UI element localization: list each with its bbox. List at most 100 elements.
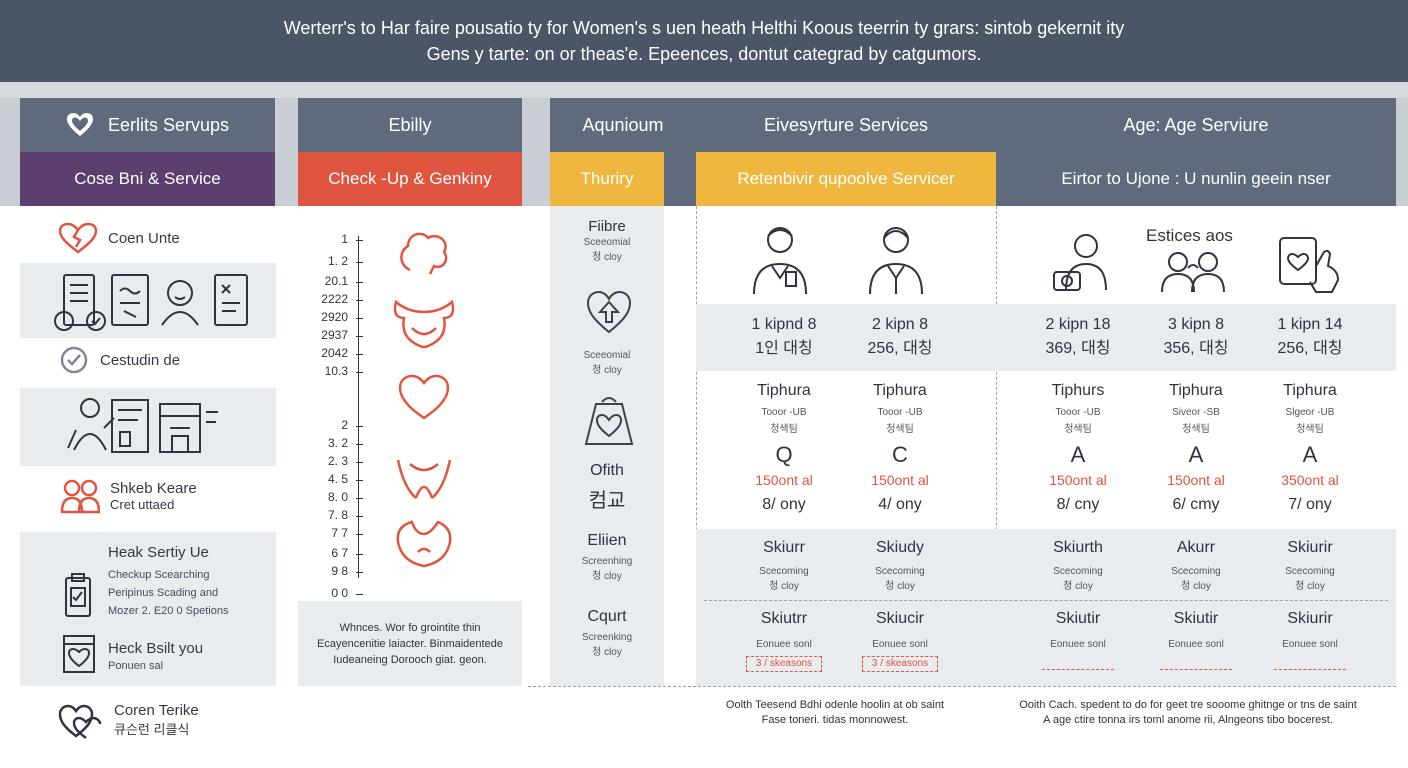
sidebar-item-1[interactable]: Coen Unte <box>58 222 180 254</box>
codes-row-bg <box>696 304 1396 371</box>
col4-subheader: Retenbivir qupoolve Servicer <box>696 152 996 206</box>
col3-panel: Fiibre Sceeomial 청 cloy Sceeomial 청 cloy… <box>550 206 664 686</box>
col2-note-line-1: Whnces. Wor fo grointite thin <box>339 621 481 634</box>
tier-sub-b: 청색팀 <box>770 424 798 435</box>
check-circle-icon <box>60 346 88 374</box>
scale-value: 9 8 <box>331 564 348 578</box>
tier-price: 150ont al <box>871 472 929 488</box>
col5-icon-label: Estices aos <box>1146 226 1233 245</box>
scale-tick <box>356 498 363 499</box>
sidebar-item-3-sub: Cret uttaed <box>110 497 175 512</box>
screen2-badge[interactable]: 3 / skeasons <box>746 656 822 672</box>
scale-tick <box>356 594 363 595</box>
code-line-1: 1 kipn 14 <box>1277 316 1343 333</box>
tablet-hand-icon <box>1276 236 1342 294</box>
screen1-sub1: Scecoming <box>1171 566 1221 577</box>
col2-note-line-2: Ecayencenitie laiacter. Binmaidentede <box>317 637 503 650</box>
col4-title: Eivesyrture Services <box>763 114 929 135</box>
header-line-2: Gens y tarte: on or theas'e. Epeences, d… <box>426 44 982 64</box>
sidebar-item-3-title: Shkeb Keare <box>110 480 197 497</box>
tier-sub-a: Tooor -UB <box>877 407 923 418</box>
scale-value: 2 <box>341 418 348 432</box>
tier-name: Tiphura <box>1169 382 1223 399</box>
col2-header[interactable]: Ebilly <box>298 98 522 152</box>
block4-line-3: Mozer 2. E20 0 Spetions <box>108 605 229 617</box>
col3-item-2: Sceeomial 청 cloy <box>550 348 664 378</box>
block5-sub: Ponuen sal <box>108 660 164 672</box>
tier-per: 8/ ony <box>762 496 806 513</box>
col2-subtitle: Check -Up & Genkiny <box>328 169 492 188</box>
screen-rows-bg <box>696 529 1396 686</box>
scale-values: 1 1. 2 20.1 2222 2920 2937 2042 10.3 2 3. 2 2. 3 4.… <box>300 230 370 600</box>
scale-value: 2937 <box>321 328 348 342</box>
heart-icon <box>66 112 94 138</box>
screen2-sub1: Eonuee sonl <box>872 639 928 650</box>
footnote-right: Ooith Cach. spedent to do for geet tre s… <box>992 698 1384 728</box>
tier-name: Tiphura <box>757 382 811 399</box>
screen1-sub2: 청 cloy <box>1063 581 1093 592</box>
screen2-badge[interactable]: 3 / skeasons <box>862 656 938 672</box>
tier-per: 8/ cny <box>1056 496 1100 513</box>
uterus-icon <box>393 299 455 349</box>
footnote-right-1: Ooith Cach. spedent to do for geet tre s… <box>1019 699 1357 711</box>
col5-left-border <box>996 206 997 686</box>
heart-organ-icon <box>398 374 450 420</box>
sidebar-panel-1 <box>20 263 276 338</box>
sidebar-item-2[interactable]: Cestudin de <box>60 346 180 374</box>
footnote-left-1: Oolth Teesend Bdhi odenle hoolin at ob s… <box>725 699 945 711</box>
col3-item-1-sub2: 청 cloy <box>592 252 622 263</box>
code-line-1: 2 kipn 8 <box>871 316 929 333</box>
sidebar-panel-2 <box>20 388 276 466</box>
col3-item-5-title: Cqurt <box>587 608 627 625</box>
col1-header[interactable]: Eerlits Servups <box>20 98 275 152</box>
scale-axis <box>358 236 359 578</box>
col3-item-3-big: 컴교 <box>588 490 626 512</box>
tier-name: Tiphura <box>873 382 927 399</box>
col5-subheader: Eirtor to Ujone : U nunlin geein nser <box>996 152 1396 206</box>
tier-price: 150ont al <box>1167 472 1225 488</box>
tier-sub-b: 청색팀 <box>1064 424 1092 435</box>
col4-header[interactable]: Eivesyrture Services <box>696 98 996 152</box>
sidebar-item-2-label: Cestudin de <box>100 351 181 369</box>
sidebar-item-3[interactable]: Shkeb Keare Cret uttaed <box>60 478 197 514</box>
col3-item-1-title: Fiibre <box>588 218 626 235</box>
broken-heart-icon <box>58 222 98 254</box>
stomach-icon <box>396 520 452 568</box>
tier-sub-a: Tooor -UB <box>1055 407 1101 418</box>
people-icon <box>60 478 100 514</box>
tier-sub-b: 청색팀 <box>1182 424 1210 435</box>
tier-sub-a: Slgeor -UB <box>1285 407 1335 418</box>
sidebar-footer-title: Coren Terike <box>114 702 199 719</box>
col5-header[interactable]: Age: Age Serviure <box>996 98 1396 152</box>
col5-title: Age: Age Serviure <box>1123 114 1269 135</box>
tier-name: Tiphurs <box>1051 382 1105 399</box>
scale-value: 6 7 <box>331 546 348 560</box>
scale-value: 2920 <box>321 310 348 324</box>
scale-tick <box>356 444 363 445</box>
scale-tick <box>356 426 363 427</box>
tier-per: 6/ cmy <box>1172 496 1220 513</box>
scale-tick <box>356 262 363 263</box>
scale-value: 0 0 <box>331 586 348 600</box>
screen1-sub2: 청 cloy <box>885 581 915 592</box>
hearts-ribbon-icon <box>58 700 104 740</box>
scale-tick <box>356 240 363 241</box>
tier-grade: Q <box>775 442 793 467</box>
scale-tick <box>356 354 363 355</box>
weight-heart-icon <box>584 392 634 446</box>
code-line-1: 3 kipn 8 <box>1167 316 1225 333</box>
scale-value: 3. 2 <box>327 436 348 450</box>
block4-line-1: Checkup Scearching <box>108 569 210 581</box>
scale-value: 10.3 <box>324 364 348 378</box>
tier-price: 350ont al <box>1281 472 1339 488</box>
col3-item-1: Fiibre Sceeomial 청 cloy <box>550 218 664 265</box>
sidebar-footer[interactable]: Coren Terike 큐슨런 리클식 <box>58 700 199 740</box>
scale-tick <box>356 534 363 535</box>
header-line-1: Werterr's to Har faire pousatio ty for W… <box>283 18 1125 38</box>
two-people-icon <box>1160 250 1228 294</box>
scale-value: 7. 8 <box>327 508 348 522</box>
col3-header[interactable]: Aqunioum <box>550 98 696 152</box>
scale-tick <box>356 372 363 373</box>
tier-sub-a: Siveor -SB <box>1172 407 1220 418</box>
scale-value: 1 <box>341 232 348 246</box>
